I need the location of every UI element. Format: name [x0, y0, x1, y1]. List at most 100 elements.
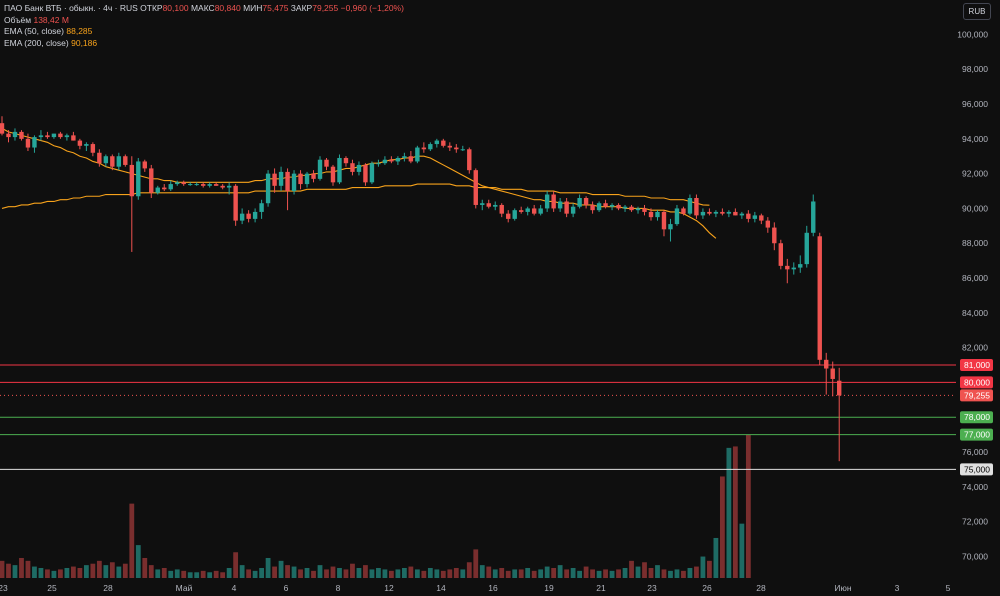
candle-body — [265, 173, 271, 204]
candle — [428, 142, 433, 152]
volume-bar — [83, 565, 89, 578]
volume-bar — [408, 566, 414, 578]
candle — [570, 203, 576, 218]
ema50-label: EMA (50, close) — [4, 26, 64, 36]
candle — [324, 157, 329, 171]
volume-bar — [129, 503, 135, 578]
time-tick-label: 21 — [596, 583, 606, 593]
price-tick-label: 98,000 — [962, 64, 988, 74]
candle — [609, 203, 615, 211]
last-price-badge — [960, 389, 993, 402]
candle — [713, 210, 719, 218]
candle-body — [674, 208, 680, 225]
volume-bar — [220, 572, 226, 578]
candle-body — [343, 157, 349, 164]
candle — [486, 199, 491, 209]
volume-bar — [525, 567, 531, 578]
candle-body — [441, 140, 446, 146]
price-level-label[interactable]: 78,000 — [960, 411, 993, 424]
time-tick-label: 12 — [384, 583, 394, 593]
candle-body — [207, 184, 212, 186]
candle-body — [454, 147, 459, 150]
volume-bar — [181, 570, 187, 578]
candle-body — [752, 215, 758, 219]
candle — [175, 180, 180, 186]
candle — [525, 206, 530, 216]
time-tick-label: 28 — [756, 583, 766, 593]
price-level-label[interactable]: 80,000 — [960, 376, 993, 389]
candle-body — [655, 211, 660, 218]
low-value: 75,475 — [262, 3, 289, 13]
candle-body — [259, 203, 264, 212]
ema50-row[interactable]: EMA (50, close) 88,285 — [4, 26, 404, 38]
symbol-title[interactable]: ПАО Банк ВТБ · обыкн. · 4ч · RUS — [4, 3, 138, 13]
candle — [51, 133, 57, 139]
price-axis[interactable]: 70,000 72,000 74,000 76,000 78,000 80,000 82,0… — [957, 29, 993, 561]
candle-body — [32, 137, 37, 148]
candle — [687, 194, 693, 216]
candle — [149, 164, 154, 198]
price-tick-label: 88,000 — [962, 238, 988, 248]
volume-bar — [142, 557, 148, 578]
volume-bar — [505, 570, 511, 578]
volume-bar — [518, 569, 524, 578]
candle-body — [168, 184, 173, 190]
price-levels — [0, 364, 956, 470]
price-level-label[interactable]: 81,000 — [960, 359, 993, 372]
candle-body — [811, 201, 816, 233]
candle — [798, 255, 803, 273]
price-level-label[interactable]: 75,000 — [960, 463, 993, 476]
candle — [272, 168, 277, 193]
time-tick-label: 25 — [47, 583, 57, 593]
candle-body — [149, 168, 154, 193]
volume-bar — [278, 560, 284, 578]
candle — [441, 138, 446, 148]
candle-body — [246, 213, 251, 219]
price-tick-label: 96,000 — [962, 99, 988, 109]
volume-bar — [207, 572, 213, 578]
candle — [259, 199, 264, 219]
volume-bar — [460, 569, 466, 578]
price-level-badge — [960, 463, 993, 476]
candle — [77, 138, 83, 150]
volume-row[interactable]: Объём 138,42 M — [4, 15, 404, 27]
volume-bar — [246, 569, 252, 578]
time-tick-label: 6 — [284, 583, 289, 593]
candle-body — [369, 163, 375, 183]
price-tick-label: 76,000 — [962, 447, 988, 457]
candle — [246, 210, 251, 223]
candle-body — [519, 210, 524, 212]
time-tick-label: 26 — [702, 583, 712, 593]
candle-body — [531, 208, 537, 214]
time-axis[interactable]: 23 25 28 Май 4 6 8 12 14 16 19 21 23 26 28 Июн 3 5 — [0, 583, 951, 593]
currency-button[interactable]: RUB — [963, 3, 991, 20]
candle-body — [570, 206, 576, 214]
candle — [84, 142, 89, 152]
candle-body — [726, 211, 732, 214]
price-level-badge — [960, 428, 993, 441]
volume-bar — [161, 567, 167, 578]
volume-bar — [668, 570, 673, 578]
close-value: 79,255 — [312, 3, 339, 13]
candle — [596, 201, 602, 212]
candle — [739, 211, 745, 219]
ema200-row[interactable]: EMA (200, close) 90,186 — [4, 38, 404, 50]
price-level-label[interactable]: 77,000 — [960, 428, 993, 441]
candle-body — [220, 185, 225, 188]
candle-body — [713, 211, 719, 214]
volume-bar — [745, 435, 751, 578]
candle — [642, 204, 647, 216]
candle — [343, 156, 349, 167]
candle-body — [603, 203, 608, 207]
candle — [168, 180, 173, 192]
candle — [136, 157, 141, 200]
volume-bar — [103, 565, 109, 578]
volume-bar — [694, 566, 699, 578]
volume-bar — [213, 570, 219, 578]
volume-bar — [674, 569, 680, 578]
candle-body — [609, 204, 615, 207]
candle — [252, 208, 258, 223]
candle — [116, 152, 122, 171]
time-tick-label: 23 — [647, 583, 657, 593]
